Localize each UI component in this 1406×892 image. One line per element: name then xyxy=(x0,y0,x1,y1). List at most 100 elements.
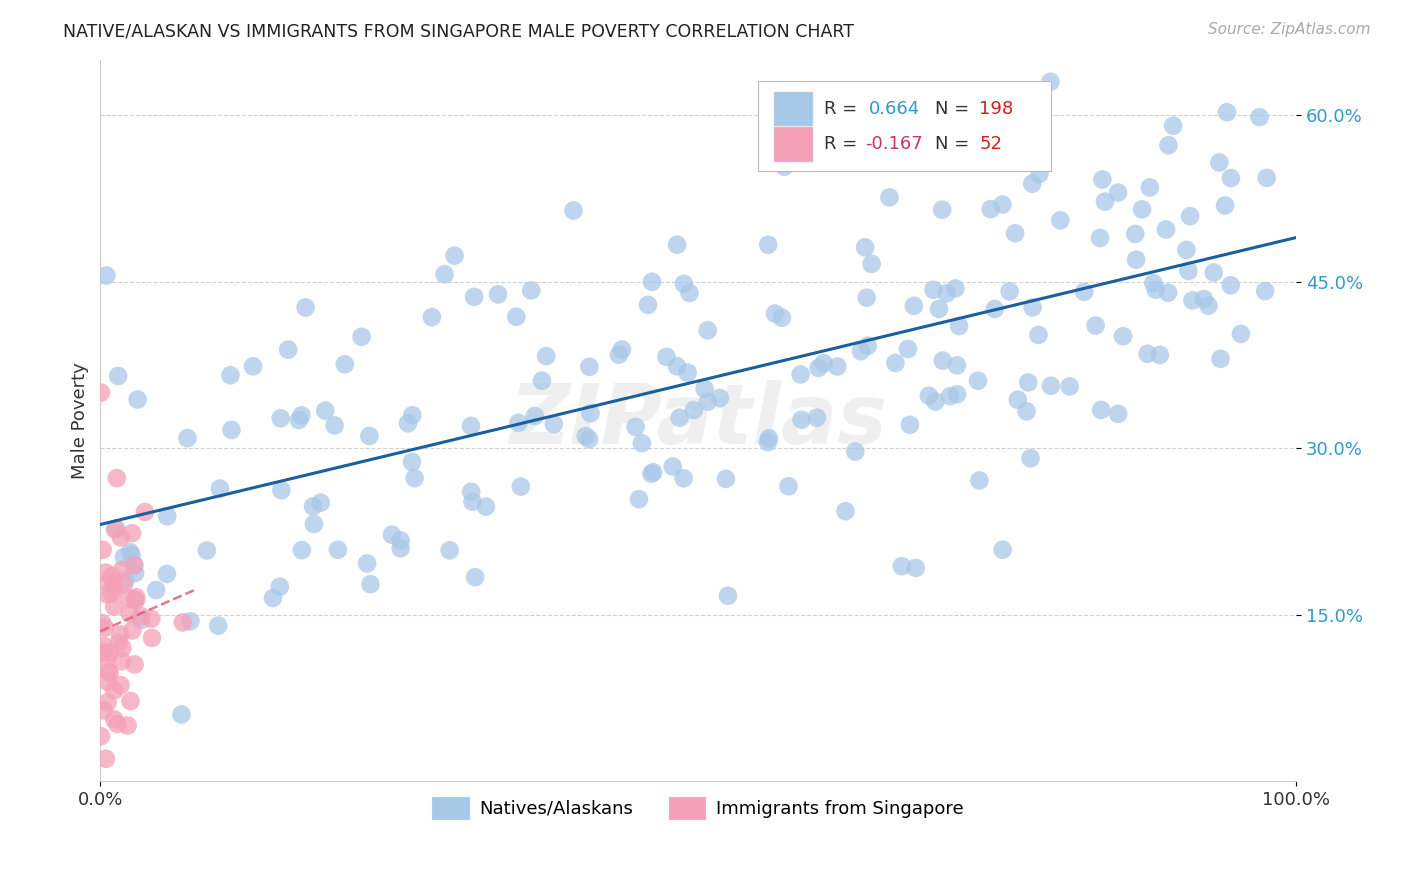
Point xyxy=(640,467,662,481)
Point xyxy=(1197,299,1219,313)
Point xyxy=(96,587,118,601)
Text: N =: N = xyxy=(935,100,974,118)
Text: R =: R = xyxy=(824,135,863,153)
Point xyxy=(97,695,120,709)
Point xyxy=(1230,326,1253,341)
Point xyxy=(103,712,125,726)
Point xyxy=(98,646,121,660)
Point xyxy=(849,344,872,359)
Point xyxy=(127,392,149,407)
Point xyxy=(461,494,484,508)
Point xyxy=(575,429,598,443)
Point xyxy=(834,504,856,518)
Point xyxy=(643,465,665,479)
Point xyxy=(693,382,716,396)
Point xyxy=(505,310,527,324)
Point xyxy=(898,417,921,432)
Point xyxy=(396,417,419,431)
Point xyxy=(1249,110,1271,124)
Point xyxy=(105,521,128,535)
Point xyxy=(807,360,830,375)
Point xyxy=(980,202,1002,216)
Point xyxy=(578,432,600,446)
Point xyxy=(401,408,423,422)
Point xyxy=(578,359,600,374)
Point xyxy=(610,343,633,357)
Point xyxy=(112,577,135,591)
Point xyxy=(991,197,1014,211)
Point xyxy=(172,615,194,630)
Point xyxy=(672,277,695,291)
Point xyxy=(221,423,243,437)
Point xyxy=(508,416,530,430)
Point xyxy=(1213,198,1236,212)
Point xyxy=(97,674,120,689)
Point xyxy=(464,570,486,584)
Point xyxy=(288,413,311,427)
Point xyxy=(302,516,325,531)
Point xyxy=(103,599,125,614)
Point xyxy=(789,368,811,382)
Point xyxy=(827,359,849,374)
Point xyxy=(96,268,118,283)
Point xyxy=(262,591,284,605)
Point xyxy=(1256,170,1278,185)
Point xyxy=(124,566,146,580)
Point xyxy=(1139,180,1161,194)
Point xyxy=(170,707,193,722)
Y-axis label: Male Poverty: Male Poverty xyxy=(72,362,89,479)
Point xyxy=(463,290,485,304)
Point xyxy=(1059,379,1081,393)
Point xyxy=(948,319,970,334)
Point xyxy=(94,621,117,635)
Point xyxy=(696,394,718,409)
Point xyxy=(967,374,990,388)
Text: NATIVE/ALASKAN VS IMMIGRANTS FROM SINGAPORE MALE POVERTY CORRELATION CHART: NATIVE/ALASKAN VS IMMIGRANTS FROM SINGAP… xyxy=(63,22,855,40)
Point xyxy=(110,531,132,545)
Point xyxy=(579,406,602,420)
Point xyxy=(121,624,143,638)
FancyBboxPatch shape xyxy=(773,128,811,161)
Point xyxy=(763,307,786,321)
Text: R =: R = xyxy=(824,100,863,118)
Point xyxy=(897,342,920,356)
Point xyxy=(101,587,124,601)
Point xyxy=(1112,329,1135,343)
Point xyxy=(1178,209,1201,223)
Point xyxy=(1219,171,1241,186)
Point xyxy=(107,368,129,383)
Point xyxy=(627,492,650,507)
Point xyxy=(94,566,117,580)
Point xyxy=(918,389,941,403)
Point xyxy=(773,160,796,174)
Point xyxy=(277,343,299,357)
Point xyxy=(270,411,292,425)
Point xyxy=(1209,351,1232,366)
Point xyxy=(672,471,695,485)
Point xyxy=(97,575,120,590)
Point xyxy=(219,368,242,383)
Point xyxy=(1007,392,1029,407)
FancyBboxPatch shape xyxy=(758,81,1050,171)
Point xyxy=(562,203,585,218)
Point xyxy=(125,591,148,605)
Point xyxy=(1123,227,1146,241)
Point xyxy=(1084,318,1107,333)
Point xyxy=(922,283,945,297)
Point xyxy=(631,436,654,450)
Point xyxy=(678,285,700,300)
Point xyxy=(103,683,125,698)
Point xyxy=(207,618,229,632)
Point xyxy=(890,559,912,574)
Point xyxy=(790,413,813,427)
Point xyxy=(389,533,412,548)
Point xyxy=(105,717,128,731)
Point xyxy=(290,409,312,423)
Point xyxy=(121,548,143,562)
Point xyxy=(112,550,135,565)
Point xyxy=(404,471,426,485)
Point xyxy=(270,483,292,498)
Point xyxy=(401,455,423,469)
Point xyxy=(1181,293,1204,308)
Point xyxy=(1094,194,1116,209)
